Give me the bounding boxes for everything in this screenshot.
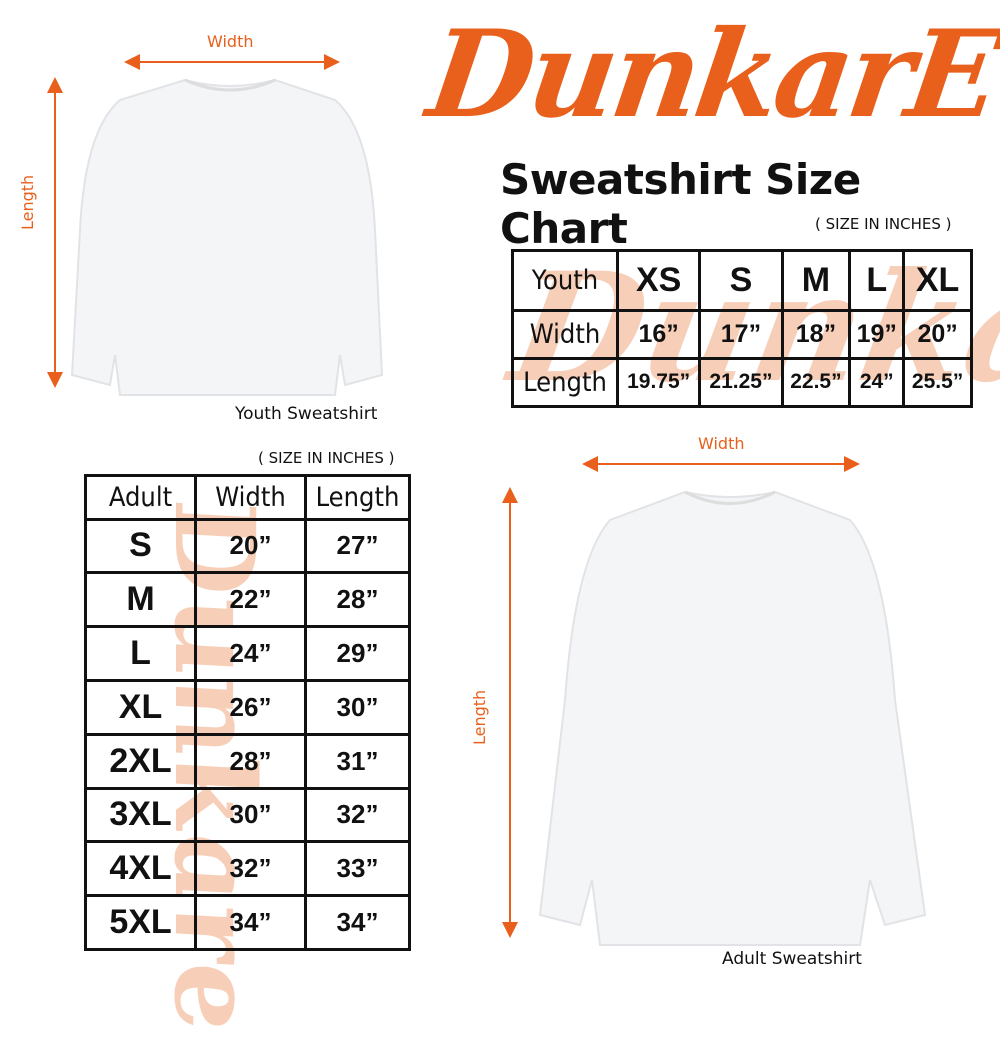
table-cell: Width — [511, 308, 619, 360]
youth-sweatshirt-image — [70, 78, 384, 396]
adult-width-label: Width — [698, 434, 745, 453]
table-cell: XL — [902, 249, 973, 312]
table-row: L 24” 29” — [84, 625, 411, 682]
youth-caption: Youth Sweatshirt — [235, 404, 378, 424]
brand-logo: DunkarE — [420, 4, 1000, 145]
table-cell: 19” — [848, 308, 906, 360]
table-cell: 20” — [902, 308, 973, 360]
table-row: 4XL 32” 33” — [84, 840, 411, 898]
youth-length-label: Length — [18, 174, 37, 230]
adult-caption: Adult Sweatshirt — [722, 949, 862, 969]
page-title: Sweatshirt Size Chart — [500, 155, 861, 253]
table-row: 2XL 28” 31” — [84, 732, 411, 790]
youth-size-note: ( SIZE IN INCHES ) — [815, 215, 952, 233]
table-cell: 24” — [848, 356, 906, 409]
table-cell: 21.25” — [698, 356, 784, 409]
table-row: XL 26” 30” — [84, 678, 411, 736]
table-cell: 27” — [304, 517, 411, 575]
table-cell: 2XL — [84, 732, 197, 790]
table-cell: 30” — [304, 678, 411, 736]
table-cell: 22.5” — [780, 356, 852, 409]
table-row: Width 16” 17” 18” 19” 20” — [511, 308, 973, 360]
table-row: 5XL 34” 34” — [84, 894, 411, 951]
adult-sweatshirt-image — [538, 490, 927, 946]
table-cell: Adult — [84, 474, 197, 521]
table-cell: M — [84, 571, 197, 629]
table-cell: Width — [194, 474, 307, 521]
table-cell: L — [84, 625, 197, 682]
table-row: 3XL 30” 32” — [84, 786, 411, 844]
adult-size-table: Adult Width Length S 20” 27” M 22” 28” L 24” 29”… — [84, 474, 411, 951]
table-cell: Youth — [511, 249, 619, 312]
youth-width-label: Width — [207, 32, 254, 51]
table-cell: 24” — [194, 625, 307, 682]
table-cell: 17” — [698, 308, 784, 360]
table-cell: 28” — [194, 732, 307, 790]
table-cell: Length — [304, 474, 411, 521]
table-cell: S — [698, 249, 784, 312]
table-cell: Length — [511, 356, 619, 409]
table-cell: 22” — [194, 571, 307, 629]
youth-size-table: Youth XS S M L XL Width 16” 17” 18” 19” … — [511, 249, 973, 409]
table-cell: 29” — [304, 625, 411, 682]
table-cell: M — [780, 249, 852, 312]
table-cell: 16” — [615, 308, 702, 360]
table-cell: 32” — [304, 786, 411, 844]
table-row: Adult Width Length — [84, 474, 411, 521]
table-cell: 4XL — [84, 840, 197, 898]
table-cell: S — [84, 517, 197, 575]
table-cell: 26” — [194, 678, 307, 736]
table-cell: 30” — [194, 786, 307, 844]
adult-length-label: Length — [470, 689, 489, 745]
table-cell: 19.75” — [615, 356, 702, 409]
table-cell: 28” — [304, 571, 411, 629]
table-cell: 34” — [194, 894, 307, 951]
table-cell: 3XL — [84, 786, 197, 844]
table-cell: 25.5” — [902, 356, 973, 409]
table-cell: XL — [84, 678, 197, 736]
table-cell: 5XL — [84, 894, 197, 951]
table-cell: 32” — [194, 840, 307, 898]
table-cell: 20” — [194, 517, 307, 575]
table-row: M 22” 28” — [84, 571, 411, 629]
table-cell: 34” — [304, 894, 411, 951]
table-cell: 33” — [304, 840, 411, 898]
table-cell: 31” — [304, 732, 411, 790]
table-row: Length 19.75” 21.25” 22.5” 24” 25.5” — [511, 356, 973, 409]
table-cell: XS — [615, 249, 702, 312]
table-row: Youth XS S M L XL — [511, 249, 973, 312]
illustrations — [47, 54, 927, 946]
table-cell: L — [848, 249, 906, 312]
table-cell: 18” — [780, 308, 852, 360]
table-row: S 20” 27” — [84, 517, 411, 575]
adult-size-note: ( SIZE IN INCHES ) — [258, 449, 395, 467]
